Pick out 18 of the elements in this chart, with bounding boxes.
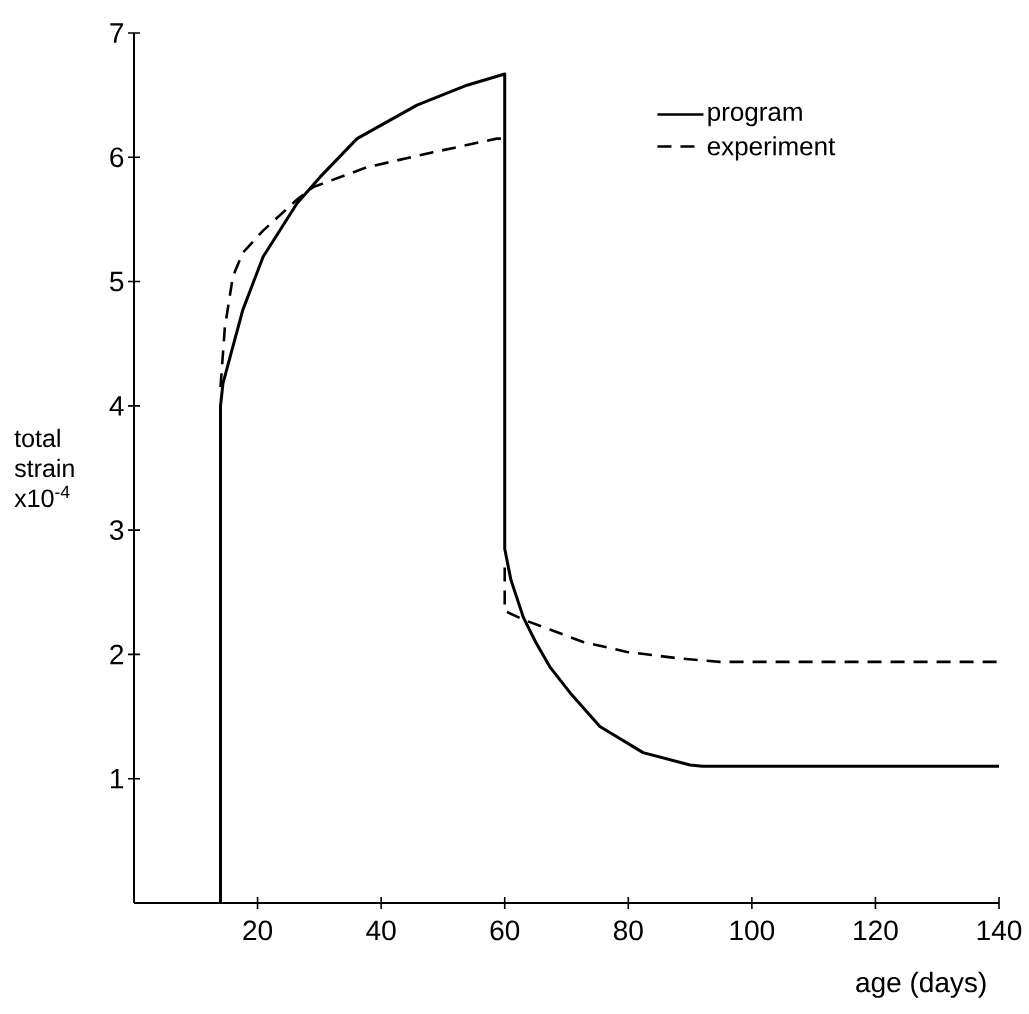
x-tick-label: 60 [490,920,520,941]
x-axis-title: age (days) [856,971,986,998]
y-tick-label: 6 [110,147,124,168]
y-tick-label: 3 [109,520,124,541]
x-tick-label: 40 [366,920,396,941]
x-tick-label: 80 [613,920,643,941]
y-tick-label: 7 [110,23,124,43]
legend-label: experiment [707,136,836,161]
y-tick-label: 4 [109,396,124,416]
legend-label: program [708,106,802,127]
x-tick-label: 120 [854,920,898,941]
x-tick-label: 20 [243,920,273,941]
x-tick-label: 100 [730,920,775,941]
y-tick-label: 1 [111,769,124,789]
x-tick-label: 140 [977,920,1022,941]
y-tick-label: 5 [110,271,124,292]
y-tick-label: 2 [110,644,124,665]
y-axis-title: total strain x10$^{-4}$ [14,428,74,508]
